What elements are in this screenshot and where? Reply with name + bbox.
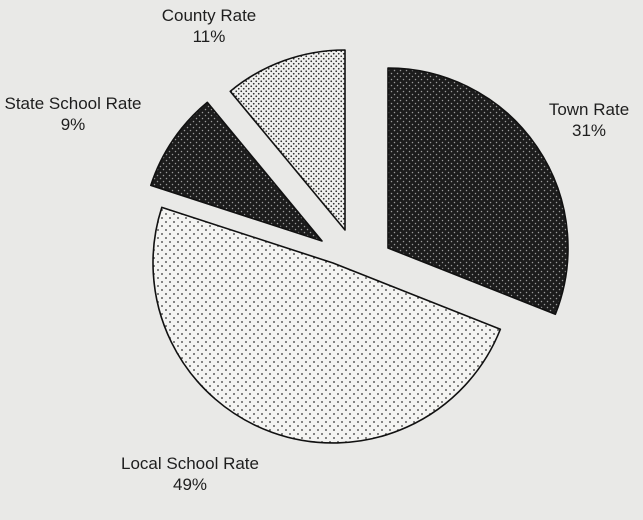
slice-name: County Rate [162,6,257,25]
slice-label-local-school-rate: Local School Rate 49% [121,454,259,494]
pie-slice-county-rate [229,49,346,231]
slice-label-county-rate: County Rate 11% [162,6,257,46]
slice-label-state-school-rate: State School Rate 9% [4,94,141,134]
slice-value: 49% [173,475,207,494]
slice-name: State School Rate [4,94,141,113]
slice-value: 9% [61,115,86,134]
pie-slice-state-school-rate [150,101,323,242]
slice-name: Town Rate [549,100,629,119]
slice-name: Local School Rate [121,454,259,473]
pie-slice-town-rate [387,67,569,316]
pie-slice-local-school-rate [152,206,502,444]
slice-value: 11% [193,27,226,46]
slice-label-town-rate: Town Rate 31% [549,100,629,140]
slice-value: 31% [572,121,606,140]
